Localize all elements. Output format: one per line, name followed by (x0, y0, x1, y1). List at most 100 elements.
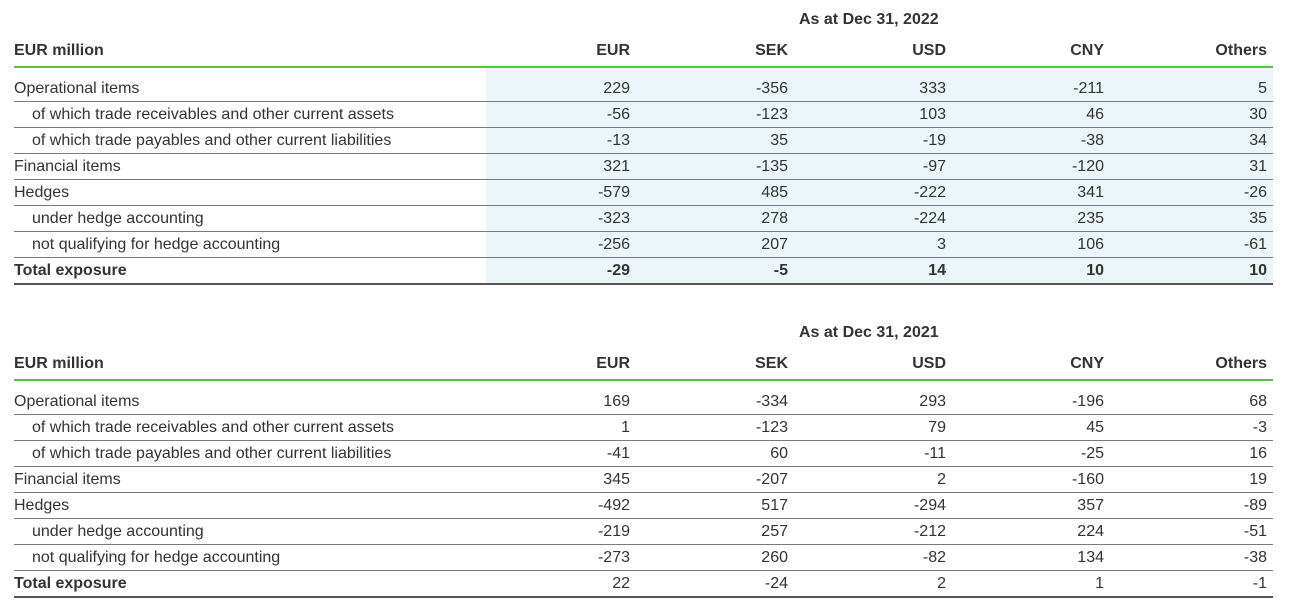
row-label: of which trade payables and other curren… (14, 127, 486, 154)
column-header-eur: EUR (486, 349, 636, 381)
row-label: of which trade receivables and other cur… (14, 101, 486, 128)
cell-eur: 321 (486, 153, 636, 180)
cell-cny: -120 (952, 153, 1110, 180)
spacer-row (14, 67, 1273, 76)
row-label: Operational items (14, 76, 486, 102)
row-label: under hedge accounting (14, 518, 486, 545)
period-label: As at Dec 31, 2021 (799, 324, 939, 341)
column-header-cny: CNY (952, 36, 1110, 68)
cell-cny: 235 (952, 205, 1110, 232)
table-row-total-exposure: Total exposure -29 -5 14 10 10 (14, 257, 1273, 285)
currency-exposure-table: EUR million EUR SEK USD CNY Others Opera… (14, 349, 1273, 598)
cell-usd: 103 (794, 101, 952, 128)
cell-others: 35 (1110, 205, 1273, 232)
table-row-hedges: Hedges -579 485 -222 341 -26 (14, 179, 1273, 206)
cell-sek: -24 (636, 570, 794, 598)
cell-sek: 35 (636, 127, 794, 154)
row-label: Hedges (14, 492, 486, 519)
cell-cny: 357 (952, 492, 1110, 519)
column-header-usd: USD (794, 36, 952, 68)
cell-sek: 257 (636, 518, 794, 545)
cell-sek: -334 (636, 389, 794, 415)
row-label: not qualifying for hedge accounting (14, 231, 486, 258)
cell-eur: -29 (486, 257, 636, 285)
cell-sek: -123 (636, 101, 794, 128)
header-row: EUR million EUR SEK USD CNY Others (14, 349, 1273, 381)
cell-others: 30 (1110, 101, 1273, 128)
spacer-row (14, 380, 1273, 389)
cell-sek: 60 (636, 440, 794, 467)
cell-usd: 3 (794, 231, 952, 258)
cell-usd: 333 (794, 76, 952, 102)
column-header-eur: EUR (486, 36, 636, 68)
table-row-trade-receivables: of which trade receivables and other cur… (14, 414, 1273, 441)
cell-eur: 169 (486, 389, 636, 415)
cell-cny: 10 (952, 257, 1110, 285)
table-row-trade-payables: of which trade payables and other curren… (14, 440, 1273, 467)
cell-cny: -38 (952, 127, 1110, 154)
cell-eur: -41 (486, 440, 636, 467)
cell-sek: 278 (636, 205, 794, 232)
cell-eur: -492 (486, 492, 636, 519)
cell-others: -26 (1110, 179, 1273, 206)
cell-usd: -224 (794, 205, 952, 232)
column-header-others: Others (1110, 36, 1273, 68)
currency-exposure-table: EUR million EUR SEK USD CNY Others Opera… (14, 36, 1273, 285)
exposure-table-2022: As at Dec 31, 2022 EUR million EUR SEK U… (14, 0, 1273, 285)
cell-usd: -212 (794, 518, 952, 545)
cell-cny: 45 (952, 414, 1110, 441)
period-heading: As at Dec 31, 2021 (14, 313, 1273, 349)
table-row-financial-items: Financial items 345 -207 2 -160 19 (14, 466, 1273, 493)
header-row: EUR million EUR SEK USD CNY Others (14, 36, 1273, 68)
cell-cny: 134 (952, 544, 1110, 571)
table-row-under-hedge-accounting: under hedge accounting -323 278 -224 235… (14, 205, 1273, 232)
cell-cny: -25 (952, 440, 1110, 467)
cell-usd: -294 (794, 492, 952, 519)
cell-sek: 207 (636, 231, 794, 258)
cell-cny: -196 (952, 389, 1110, 415)
cell-eur: -323 (486, 205, 636, 232)
cell-eur: -579 (486, 179, 636, 206)
cell-eur: -256 (486, 231, 636, 258)
row-label: Hedges (14, 179, 486, 206)
cell-usd: -222 (794, 179, 952, 206)
cell-sek: -135 (636, 153, 794, 180)
row-label: of which trade receivables and other cur… (14, 414, 486, 441)
cell-others: 34 (1110, 127, 1273, 154)
cell-sek: -207 (636, 466, 794, 493)
period-heading: As at Dec 31, 2022 (14, 0, 1273, 36)
cell-others: 31 (1110, 153, 1273, 180)
table-row-operational-items: Operational items 229 -356 333 -211 5 (14, 76, 1273, 102)
cell-others: -61 (1110, 231, 1273, 258)
cell-usd: 14 (794, 257, 952, 285)
cell-sek: -5 (636, 257, 794, 285)
cell-others: 16 (1110, 440, 1273, 467)
cell-usd: 2 (794, 570, 952, 598)
cell-others: 10 (1110, 257, 1273, 285)
column-header-usd: USD (794, 349, 952, 381)
column-header-others: Others (1110, 349, 1273, 381)
cell-sek: 485 (636, 179, 794, 206)
table-row-hedges: Hedges -492 517 -294 357 -89 (14, 492, 1273, 519)
cell-usd: 293 (794, 389, 952, 415)
cell-cny: 106 (952, 231, 1110, 258)
column-header-unit: EUR million (14, 349, 486, 381)
table-row-not-qualifying: not qualifying for hedge accounting -273… (14, 544, 1273, 571)
cell-eur: 229 (486, 76, 636, 102)
table-row-trade-receivables: of which trade receivables and other cur… (14, 101, 1273, 128)
cell-sek: 260 (636, 544, 794, 571)
column-header-unit: EUR million (14, 36, 486, 68)
column-header-cny: CNY (952, 349, 1110, 381)
cell-cny: -211 (952, 76, 1110, 102)
table-row-under-hedge-accounting: under hedge accounting -219 257 -212 224… (14, 518, 1273, 545)
cell-eur: 22 (486, 570, 636, 598)
cell-others: 5 (1110, 76, 1273, 102)
exposure-table-2021: As at Dec 31, 2021 EUR million EUR SEK U… (14, 313, 1273, 598)
cell-cny: 46 (952, 101, 1110, 128)
cell-usd: -97 (794, 153, 952, 180)
cell-cny: 1 (952, 570, 1110, 598)
table-row-total-exposure: Total exposure 22 -24 2 1 -1 (14, 570, 1273, 598)
cell-others: -51 (1110, 518, 1273, 545)
cell-usd: 2 (794, 466, 952, 493)
cell-eur: -13 (486, 127, 636, 154)
